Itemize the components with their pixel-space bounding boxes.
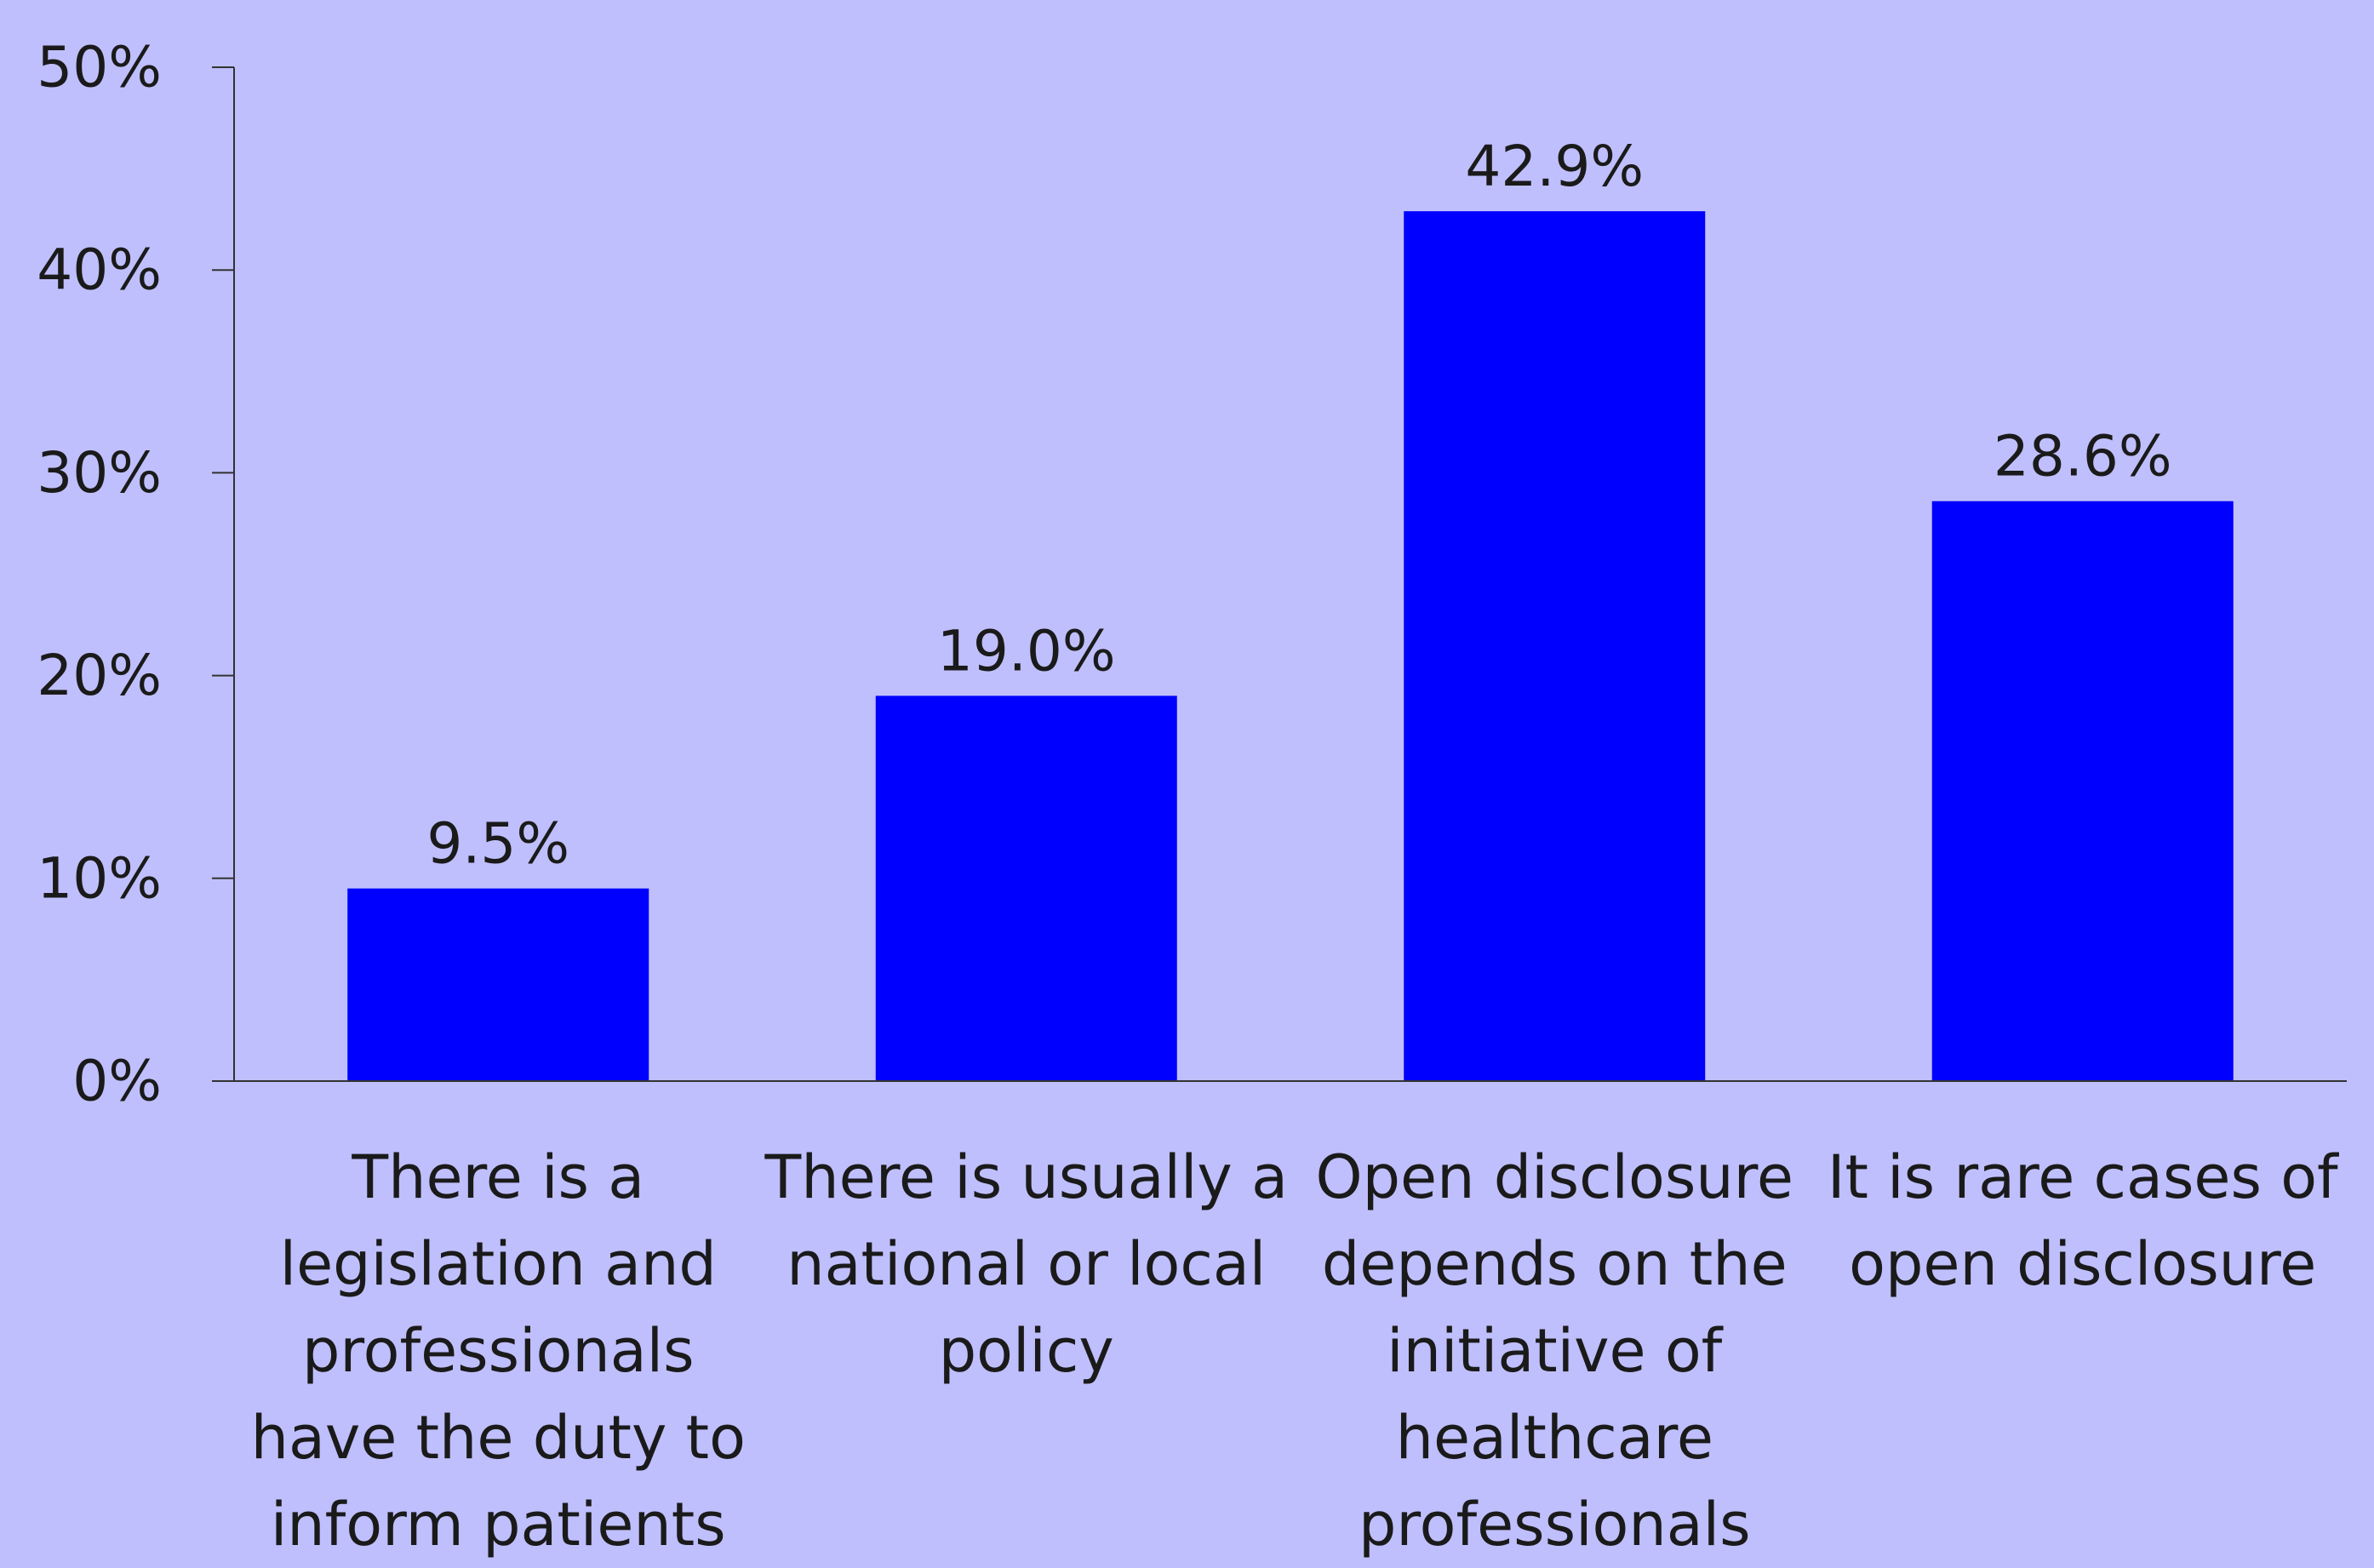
y-tick-label: 20% [37, 643, 162, 708]
data-label: 42.9% [1465, 134, 1644, 199]
bar [347, 888, 649, 1081]
y-tick-label: 50% [37, 35, 162, 100]
data-label: 19.0% [937, 618, 1116, 684]
data-label: 9.5% [426, 811, 569, 877]
y-tick-label: 30% [37, 440, 162, 506]
y-tick-label: 0% [72, 1049, 162, 1114]
y-tick-label: 10% [37, 845, 162, 911]
bar [1404, 211, 1706, 1081]
bar [875, 695, 1177, 1081]
y-tick-label: 40% [37, 237, 162, 303]
x-category-label: It is rare cases of open disclosure [1827, 1142, 2338, 1299]
data-label: 28.6% [1994, 424, 2172, 489]
x-category-label: Open disclosure depends on the initiativ… [1315, 1142, 1793, 1559]
x-category-label: There is a legislation and professionals… [250, 1142, 746, 1559]
x-category-label: There is usually a national or local pol… [764, 1142, 1288, 1386]
bar [1931, 501, 2234, 1081]
